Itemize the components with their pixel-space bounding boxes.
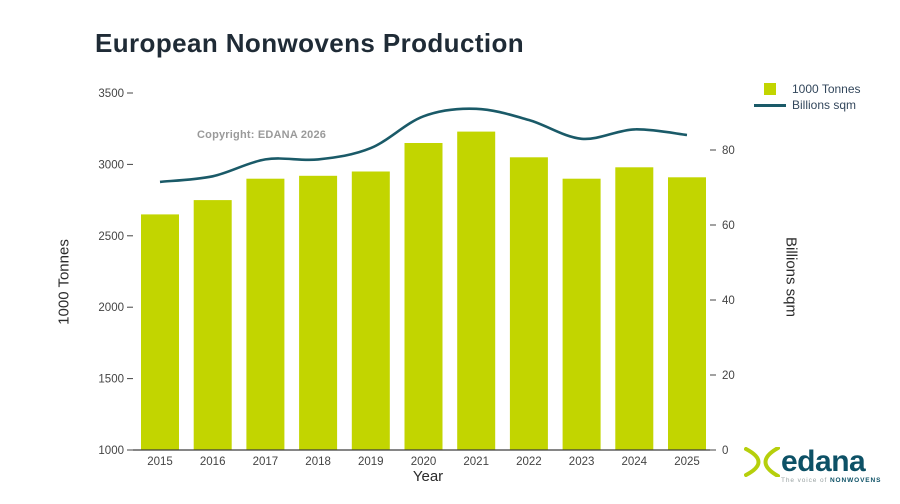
edana-tagline-prefix: The voice of [781, 476, 828, 484]
edana-logo: edana The voice of NONWOVENS [744, 445, 881, 484]
edana-tagline-bold: NONWOVENS [829, 476, 882, 484]
x-tick-label-2022: 2022 [516, 456, 542, 468]
right-tick-label: 0 [722, 445, 728, 457]
bar-2016 [193, 200, 232, 450]
x-tick-label-2015: 2015 [147, 456, 173, 468]
copyright-annotation: Copyright: EDANA 2026 [197, 129, 327, 141]
bar-series-swatch-wrap [752, 83, 788, 95]
x-tick-label-2024: 2024 [622, 456, 648, 468]
left-tick-label: 2500 [98, 231, 124, 243]
x-axis-title: Year [412, 468, 444, 485]
legend: 1000 Tonnes Billions sqm [752, 81, 861, 113]
bar-2025 [668, 177, 706, 451]
right-tick-label: 40 [722, 295, 735, 307]
left-tick-label: 3000 [98, 159, 124, 171]
legend-label-billions-sqm: Billions sqm [792, 98, 857, 112]
bar-2023 [562, 178, 601, 450]
billions-sqm-line [159, 107, 688, 184]
bar-2022 [509, 157, 548, 451]
right-tick-label: 20 [722, 370, 735, 382]
edana-logo-text: edana The voice of NONWOVENS [781, 445, 881, 484]
right-tick-label: 80 [722, 145, 735, 157]
x-tick-label-2017: 2017 [253, 456, 279, 468]
bar-2019 [351, 171, 390, 450]
bar-series-swatch [764, 83, 776, 95]
x-tick-label-2018: 2018 [305, 456, 331, 468]
bar-2017 [246, 178, 285, 450]
legend-item-billions-sqm[interactable]: Billions sqm [752, 97, 861, 113]
left-tick-label: 1500 [98, 374, 124, 386]
bar-2018 [299, 175, 338, 451]
x-tick-label-2016: 2016 [200, 456, 226, 468]
line-series-swatch-wrap [752, 103, 788, 107]
left-tick-label: 1000 [98, 445, 124, 457]
right-tick-label: 60 [722, 220, 735, 232]
edana-tagline: The voice of NONWOVENS [781, 477, 881, 484]
edana-wordmark: edana [781, 445, 866, 478]
x-tick-label-2020: 2020 [411, 456, 437, 468]
bar-2021 [457, 131, 496, 450]
bar-2020 [404, 143, 443, 450]
x-tick-label-2019: 2019 [358, 456, 384, 468]
chart-title: European Nonwovens Production [95, 28, 525, 58]
x-tick-label-2021: 2021 [463, 456, 489, 468]
legend-label-1000-tonnes: 1000 Tonnes [792, 82, 861, 96]
legend-item-1000-tonnes[interactable]: 1000 Tonnes [752, 81, 861, 97]
left-tick-label: 2000 [98, 302, 124, 314]
bar-2024 [615, 167, 654, 451]
x-tick-label-2023: 2023 [569, 456, 595, 468]
bar-2015 [141, 214, 179, 450]
left-tick-label: 3500 [98, 88, 124, 100]
edana-swoosh-icon [744, 447, 780, 477]
line-series-swatch [754, 103, 786, 107]
x-tick-label-2025: 2025 [674, 456, 700, 468]
